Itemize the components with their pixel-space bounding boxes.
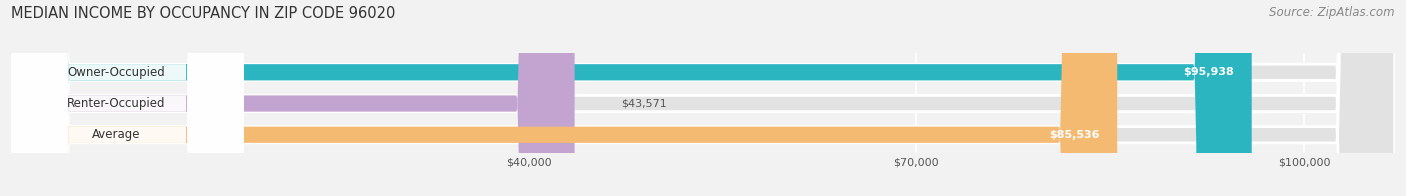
FancyBboxPatch shape [11,0,245,196]
Text: Owner-Occupied: Owner-Occupied [67,66,165,79]
Text: Renter-Occupied: Renter-Occupied [66,97,166,110]
Text: $43,571: $43,571 [621,99,666,109]
FancyBboxPatch shape [11,0,245,196]
FancyBboxPatch shape [11,0,1118,196]
Text: Source: ZipAtlas.com: Source: ZipAtlas.com [1270,6,1395,19]
FancyBboxPatch shape [11,0,1395,196]
Text: $95,938: $95,938 [1184,67,1234,77]
FancyBboxPatch shape [11,0,1395,196]
FancyBboxPatch shape [11,0,1395,196]
FancyBboxPatch shape [11,0,1251,196]
Text: Average: Average [91,128,141,141]
Text: MEDIAN INCOME BY OCCUPANCY IN ZIP CODE 96020: MEDIAN INCOME BY OCCUPANCY IN ZIP CODE 9… [11,6,395,21]
FancyBboxPatch shape [11,0,575,196]
FancyBboxPatch shape [11,0,245,196]
Text: $85,536: $85,536 [1049,130,1099,140]
